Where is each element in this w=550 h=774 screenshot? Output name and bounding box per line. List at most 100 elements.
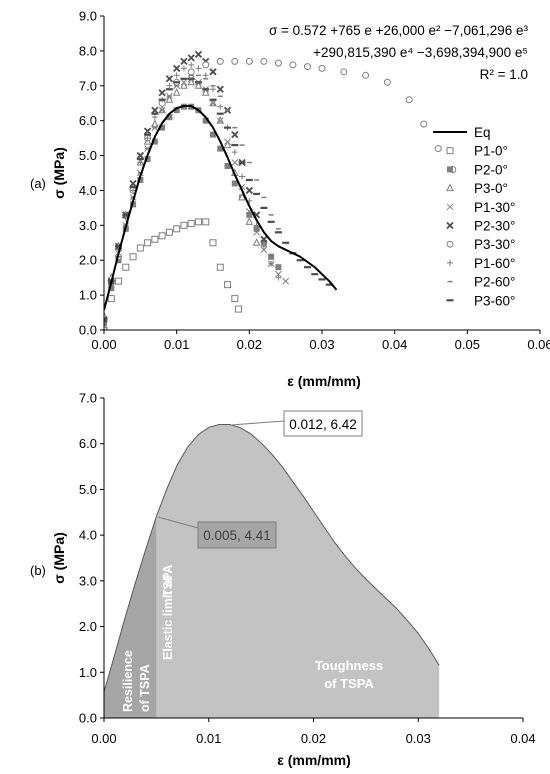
legend-label-1: P1-0° [474,144,508,159]
x-axis-label-a: ε (mm/mm) [287,373,361,389]
toughness-label-line2: of TSPA [324,676,374,691]
data-point-open-square [234,305,242,313]
data-point-x-bold [165,75,174,83]
x-tick-label: 0.05 [455,337,480,352]
fit-curve-line [104,105,338,311]
data-point-filled-square [137,176,144,183]
y-axis-label-a: σ (MPa) [51,147,67,199]
peak-callout-box [283,410,363,437]
legend-marker-5 [446,221,454,230]
toughness-area [156,424,440,718]
data-point-open-square [194,218,202,226]
data-point-plus [188,61,195,68]
data-point-x [282,277,290,285]
y-tick-label: 9.0 [79,9,97,24]
data-point-x [216,117,224,125]
data-point-plus [137,159,144,166]
data-point-open-circle [231,57,239,65]
y-tick-label: 7.0 [79,78,97,93]
data-point-x-bold [158,89,166,97]
data-point-open-square [158,232,166,240]
y-tick-label: 6.0 [79,436,97,451]
data-point-plus [231,149,238,156]
panel-label-a: (a) [30,176,46,191]
y-tick-label: 0.0 [79,323,97,338]
elastic-callout-leader [157,516,199,529]
elastic-limit-label-line2: TSPA [161,565,175,597]
peak-callout-text: 0.012, 6.42 [289,417,357,432]
legend-label-7: P1-60° [474,256,515,271]
data-point-x [260,246,268,254]
data-point-open-square [107,295,115,303]
y-tick-label: 4.0 [79,528,97,543]
data-point-x-bold [231,130,239,139]
legend-marker-7 [447,259,453,266]
data-point-filled-square [217,145,224,152]
data-point-x-bold [245,186,253,195]
data-point-open-circle [274,59,282,67]
data-point-open-square [209,239,217,247]
data-point-x [180,78,188,86]
peak-callout-leader [230,420,285,426]
data-point-x-bold [136,151,144,160]
y-tick-label: 8.0 [79,43,97,58]
chart-panel-b: (b) 0.00 0.01 0.02 0.03 0.04 0.0 1.0 2.0 3.0 4.0 5… [30,391,536,769]
data-point-open-square [151,235,159,243]
axis-ticks-b: 0.00 0.01 0.02 0.03 0.04 0.0 1.0 2.0 3.0 4.0 5.0 6.… [79,391,536,747]
data-point-filled-square [260,239,267,246]
data-point-x-bold [216,85,224,93]
data-point-x-bold [129,179,137,188]
resilience-area [104,516,157,718]
data-point-open-circle [289,61,297,69]
data-point-open-triangle [172,88,181,96]
data-point-open-triangle [201,88,210,96]
data-point-plus [217,103,224,110]
data-point-plus [275,274,282,281]
data-point-open-circle [303,63,311,71]
x-tick-label: 0.03 [309,337,334,352]
data-point-x-bold [143,127,152,135]
y-tick-label: 3.0 [79,218,97,233]
data-point-open-circle [187,68,195,76]
data-point-plus [144,135,151,142]
data-point-open-circle [318,64,326,72]
data-point-filled-square [210,131,216,138]
data-point-filled-square [275,264,282,271]
data-point-plus [173,72,180,79]
data-point-open-square [122,263,130,271]
data-point-open-square [202,218,210,226]
y-tick-label: 3.0 [79,573,97,588]
data-point-open-square [216,263,224,271]
x-axis-label-b: ε (mm/mm) [277,752,351,768]
data-point-open-circle [434,145,442,153]
data-point-x-bold [187,54,195,62]
fit-equation-line1: σ = 0.572 +765 e +26,000 e² −7,061,296 e… [269,23,529,38]
data-point-filled-square [224,163,231,170]
axis-ticks-a: 0.00 0.01 0.02 0.03 0.04 0.05 0.06 0.0 1.0 2.0 3.0… [79,9,550,353]
data-point-x [224,138,231,145]
data-point-open-triangle [238,192,246,201]
data-point-open-square [129,253,137,261]
data-point-x-bold [104,315,108,324]
fit-equation-line2: +290,815,390 e⁴ −3,698,394,900 e⁵ [313,45,528,60]
x-tick-label: 0.00 [91,731,116,746]
legend-label-5: P2-30° [474,219,515,234]
data-point-filled-square [246,211,253,218]
resilience-label-line1: Resilience [121,650,135,712]
legend-label-4: P1-30° [474,200,515,215]
data-point-open-triangle [151,119,159,128]
legend-marker-4 [446,203,454,211]
data-point-plus [151,114,158,121]
legend-label-8: P2-60° [474,275,515,290]
data-point-open-triangle [165,95,174,103]
y-tick-label: 5.0 [79,148,97,163]
data-point-plus [180,65,187,72]
x-tick-label: 0.02 [237,337,262,352]
r-squared-label: R² = 1.0 [480,67,528,82]
chart-panel-a: (a) 0.00 0.01 0.02 0.03 0.04 0.05 0.06 0.0 1.0 2.… [30,9,550,390]
data-point-plus [268,260,275,267]
data-point-x [231,159,239,166]
data-point-open-square [144,239,152,247]
data-point-plus [166,82,173,89]
y-tick-label: 1.0 [79,288,97,303]
